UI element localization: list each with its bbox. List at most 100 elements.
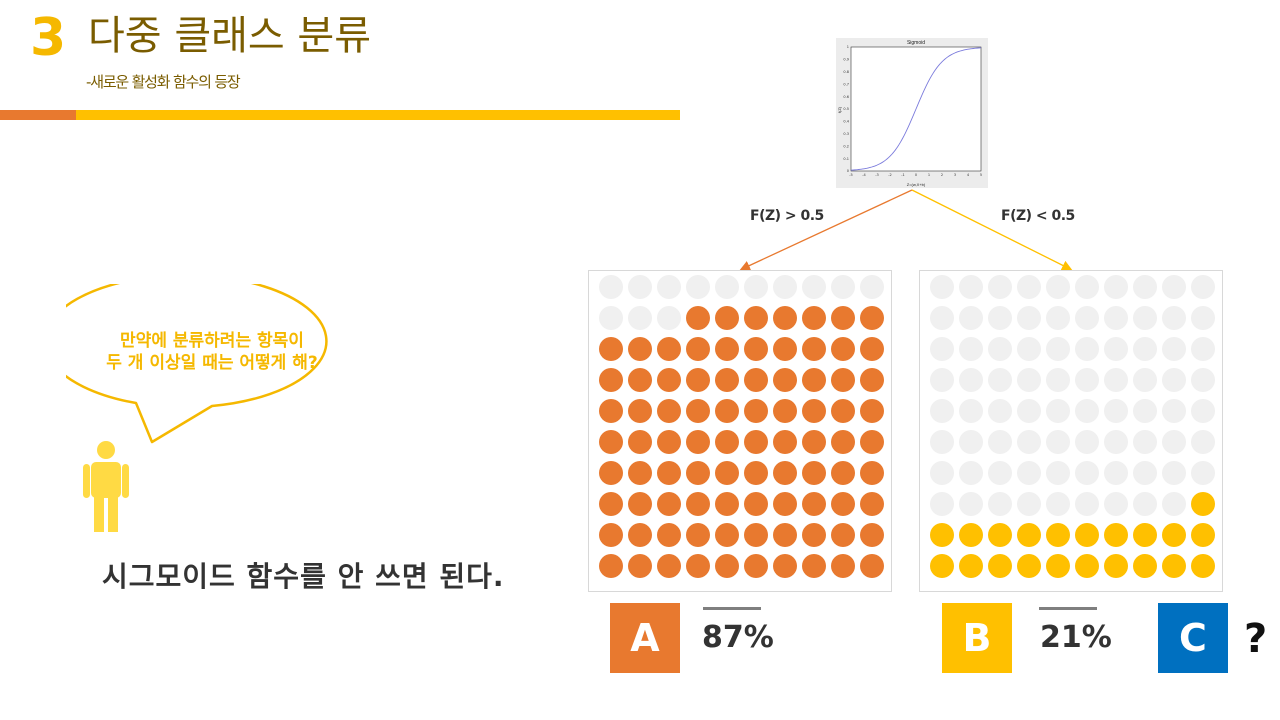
grid-b-filled-dot	[930, 523, 954, 547]
grid-b-empty-dot	[1017, 337, 1041, 361]
grid-a-filled-dot	[686, 368, 710, 392]
grid-b-empty-dot	[1104, 430, 1128, 454]
grid-a-filled-dot	[599, 337, 623, 361]
class-a-rule	[703, 607, 761, 610]
grid-b-filled-dot	[1104, 554, 1128, 578]
arrow-to-class-b	[911, 189, 1073, 271]
grid-b-empty-dot	[1075, 399, 1099, 423]
grid-a-filled-dot	[599, 523, 623, 547]
grid-a-empty-dot	[599, 306, 623, 330]
grid-a-filled-dot	[831, 523, 855, 547]
y-tick-label: 0.6	[843, 95, 849, 99]
grid-b-empty-dot	[930, 430, 954, 454]
y-tick-label: 0.5	[843, 107, 849, 111]
grid-a-filled-dot	[802, 306, 826, 330]
grid-a-filled-dot	[744, 368, 768, 392]
grid-a-empty-dot	[686, 275, 710, 299]
grid-b-filled-dot	[1162, 523, 1186, 547]
grid-a-filled-dot	[657, 554, 681, 578]
grid-a-filled-dot	[744, 523, 768, 547]
grid-a-empty-dot	[599, 275, 623, 299]
page-title: 다중 클래스 분류	[88, 13, 372, 59]
plot-y-ticks: 0 0.1 0.2 0.3 0.4 0.5 0.6 0.7 0.8 0.9 1	[843, 45, 849, 173]
y-tick-label: 0.1	[843, 157, 849, 161]
grid-b-empty-dot	[1075, 306, 1099, 330]
speech-bubble-text: 만약에 분류하려는 항목이 두 개 이상일 때는 어떻게 해?	[78, 330, 346, 374]
x-tick-label: -4	[862, 173, 866, 177]
grid-b-empty-dot	[1046, 306, 1070, 330]
branch-arrows	[739, 189, 1073, 271]
grid-b-empty-dot	[1191, 275, 1215, 299]
plot-title: Sigmoid	[907, 40, 925, 46]
grid-b-empty-dot	[959, 306, 983, 330]
grid-b-empty-dot	[1017, 461, 1041, 485]
grid-a-filled-dot	[860, 399, 884, 423]
grid-b-filled-dot	[988, 523, 1012, 547]
grid-a-filled-dot	[802, 368, 826, 392]
grid-b-filled-dot	[1017, 554, 1041, 578]
grid-b-empty-dot	[930, 492, 954, 516]
grid-a-empty-dot	[831, 275, 855, 299]
y-tick-label: 0.9	[843, 58, 849, 62]
grid-b-empty-dot	[1133, 399, 1157, 423]
sigmoid-plot: Sigmoid Z=(w,X+b) f(Z) -5 -4 -3 -2 -1 0 1 2 3 4 5 …	[836, 38, 988, 188]
grid-b-empty-dot	[930, 461, 954, 485]
grid-b-empty-dot	[1104, 461, 1128, 485]
grid-b-filled-dot	[1075, 554, 1099, 578]
x-tick-label: 2	[941, 173, 943, 177]
grid-a-filled-dot	[628, 461, 652, 485]
grid-a-filled-dot	[802, 399, 826, 423]
x-tick-label: -3	[875, 173, 879, 177]
arrow-to-class-a	[739, 189, 913, 271]
grid-a-filled-dot	[802, 461, 826, 485]
grid-a-filled-dot	[715, 337, 739, 361]
grid-a-filled-dot	[657, 399, 681, 423]
grid-a-filled-dot	[831, 368, 855, 392]
x-tick-label: -2	[888, 173, 892, 177]
answer-text: 시그모이드 함수를 안 쓰면 된다.	[102, 560, 505, 593]
grid-b-filled-dot	[1075, 523, 1099, 547]
grid-a-empty-dot	[773, 275, 797, 299]
grid-a-filled-dot	[686, 554, 710, 578]
grid-b-empty-dot	[1133, 461, 1157, 485]
grid-a-filled-dot	[802, 523, 826, 547]
grid-a-filled-dot	[773, 337, 797, 361]
grid-a-filled-dot	[715, 430, 739, 454]
grid-a-filled-dot	[744, 461, 768, 485]
x-tick-label: 5	[980, 173, 982, 177]
grid-a-filled-dot	[744, 337, 768, 361]
grid-a-filled-dot	[657, 492, 681, 516]
grid-b-empty-dot	[1191, 337, 1215, 361]
grid-a-filled-dot	[831, 430, 855, 454]
x-tick-label: 1	[928, 173, 930, 177]
grid-b-empty-dot	[1191, 430, 1215, 454]
grid-a-filled-dot	[860, 492, 884, 516]
grid-b-empty-dot	[1046, 368, 1070, 392]
grid-b-empty-dot	[1017, 430, 1041, 454]
y-tick-label: 0.3	[843, 132, 849, 136]
grid-a-filled-dot	[802, 554, 826, 578]
grid-b-empty-dot	[1075, 337, 1099, 361]
dot-grid-a	[588, 270, 892, 592]
grid-a-filled-dot	[657, 368, 681, 392]
grid-a-filled-dot	[860, 461, 884, 485]
x-tick-label: -1	[901, 173, 905, 177]
page-subtitle: -새로운 활성화 함수의 등장	[86, 73, 241, 91]
grid-b-empty-dot	[959, 492, 983, 516]
branch-label-greater: F(Z) > 0.5	[750, 208, 824, 224]
grid-b-empty-dot	[1046, 430, 1070, 454]
grid-a-filled-dot	[831, 492, 855, 516]
grid-b-empty-dot	[1133, 430, 1157, 454]
class-b-box: B	[942, 603, 1012, 673]
class-b-percent: 21%	[1040, 620, 1112, 655]
grid-a-empty-dot	[860, 275, 884, 299]
branch-label-less: F(Z) < 0.5	[1001, 208, 1075, 224]
grid-a-empty-dot	[628, 306, 652, 330]
grid-a-filled-dot	[715, 306, 739, 330]
grid-b-filled-dot	[1162, 554, 1186, 578]
grid-a-empty-dot	[715, 275, 739, 299]
y-tick-label: 0.4	[843, 120, 849, 124]
grid-a-filled-dot	[599, 461, 623, 485]
grid-a-filled-dot	[715, 399, 739, 423]
grid-a-filled-dot	[686, 523, 710, 547]
